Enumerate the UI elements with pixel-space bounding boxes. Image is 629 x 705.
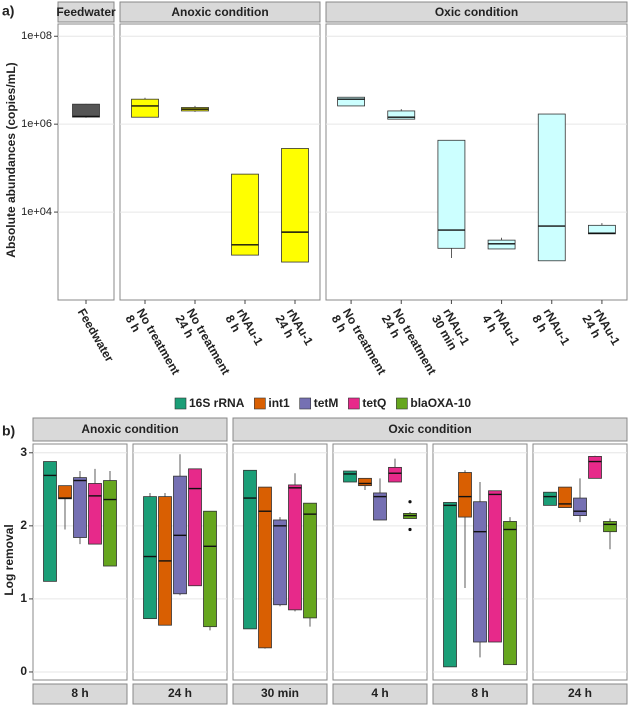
- legend-label: tetM: [314, 396, 339, 410]
- box: [603, 521, 617, 533]
- box: [437, 139, 466, 249]
- x-tick-label: rNAu-18 h: [529, 306, 573, 354]
- facet-title: Feedwater: [56, 5, 116, 19]
- y-axis-label: Log removal: [2, 524, 16, 595]
- box: [88, 483, 102, 545]
- y-tick-label: 3: [20, 445, 27, 459]
- facet-label: 8 h: [471, 686, 488, 700]
- facet-panel: [57, 23, 115, 301]
- x-tick-label-line: No treatment: [390, 306, 439, 377]
- box: [443, 502, 457, 668]
- y-tick-label: 2: [20, 518, 27, 532]
- facet-strip: [532, 683, 628, 705]
- facet-title: Oxic condition: [388, 422, 471, 436]
- box: [473, 501, 487, 643]
- x-tick-label: rNAu-124 h: [272, 306, 316, 354]
- facet-strip: [432, 683, 528, 705]
- facet-strip: [132, 683, 228, 705]
- box: [243, 469, 257, 630]
- facet-strip: [32, 683, 128, 705]
- y-tick-label: 1e+06: [21, 118, 52, 130]
- facet-panel: [325, 23, 628, 301]
- box: [188, 468, 202, 587]
- box: [337, 96, 365, 107]
- box: [388, 466, 402, 483]
- box: [358, 477, 372, 487]
- box: [281, 148, 309, 263]
- facet-label: 8 h: [71, 686, 88, 700]
- facet-label: 24 h: [568, 686, 592, 700]
- panel-label: a): [2, 3, 14, 19]
- legend-label: int1: [268, 396, 290, 410]
- facet-label: 30 min: [261, 686, 299, 700]
- legend-swatch: [174, 397, 187, 410]
- x-tick-label: rNAu-130 min: [429, 306, 473, 354]
- legend-label: blaOXA-10: [410, 396, 471, 410]
- legend-swatch: [348, 397, 360, 410]
- outlier: [408, 500, 412, 504]
- box: [58, 485, 72, 500]
- facet-strip: [232, 417, 628, 442]
- facet-strip: [32, 417, 228, 442]
- box: [72, 103, 100, 118]
- x-tick-label: No treatment8 h: [328, 306, 388, 384]
- legend-label: tetQ: [362, 396, 386, 410]
- box: [503, 521, 517, 666]
- box: [458, 472, 472, 518]
- facet-label: 4 h: [371, 686, 388, 700]
- panel-label: b): [2, 423, 15, 439]
- x-tick-label: rNAu-14 h: [479, 306, 523, 354]
- box: [588, 456, 602, 479]
- box: [487, 239, 516, 250]
- x-tick-label: Feedwater: [75, 306, 117, 365]
- legend-swatch: [396, 397, 408, 410]
- box: [103, 480, 117, 567]
- legend-swatch: [254, 397, 266, 410]
- box: [373, 492, 387, 521]
- box: [537, 113, 566, 262]
- y-tick-label: 0: [20, 664, 27, 678]
- legend-label: 16S rRNA: [189, 396, 245, 410]
- x-tick-label: rNAu-18 h: [222, 306, 266, 354]
- facet-label: 24 h: [168, 686, 192, 700]
- y-tick-label: 1e+08: [21, 30, 52, 42]
- facet-title: Anoxic condition: [171, 5, 268, 19]
- x-tick-label: rNAu-124 h: [579, 306, 623, 354]
- box: [343, 470, 357, 483]
- x-tick-label-line: No treatment: [340, 306, 389, 377]
- box: [143, 496, 157, 620]
- x-tick-label-line: Feedwater: [75, 306, 117, 365]
- box: [273, 519, 287, 606]
- box: [231, 173, 259, 256]
- facet-strip: [232, 683, 328, 705]
- facet-title: Anoxic condition: [81, 422, 178, 436]
- box: [543, 491, 557, 506]
- y-axis-label: Absolute abundances (copies/mL): [4, 62, 18, 257]
- facet-title: Oxic condition: [435, 5, 518, 19]
- box: [488, 490, 502, 643]
- facet-strip: [332, 683, 428, 705]
- y-tick-label: 1: [20, 591, 27, 605]
- box: [258, 486, 272, 649]
- box: [288, 484, 302, 611]
- box: [558, 486, 572, 508]
- box: [203, 510, 217, 628]
- box: [43, 461, 57, 582]
- legend-swatch: [299, 397, 312, 410]
- box: [573, 497, 587, 517]
- outlier: [408, 527, 412, 532]
- facet-strip: [57, 1, 115, 23]
- x-tick-label: No treatment24 h: [379, 306, 439, 384]
- facet-strip: [119, 1, 321, 23]
- box: [131, 98, 159, 118]
- y-tick-label: 1e+04: [21, 206, 52, 218]
- box: [73, 477, 87, 538]
- box: [303, 502, 317, 619]
- box: [387, 110, 416, 120]
- facet-strip: [325, 1, 628, 23]
